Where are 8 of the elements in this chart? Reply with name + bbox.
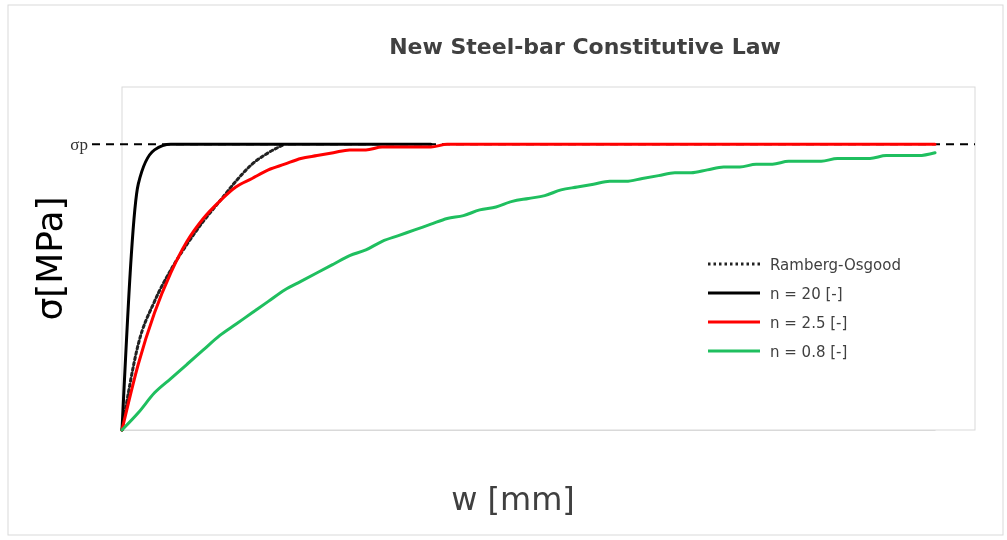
- legend-label: n = 20 [-]: [770, 285, 843, 303]
- legend-label: n = 2.5 [-]: [770, 314, 848, 332]
- legend-label: Ramberg-Osgood: [770, 256, 901, 274]
- ref-line-label: σp: [70, 135, 88, 155]
- chart-title: New Steel-bar Constitutive Law: [389, 34, 781, 59]
- y-axis-title: σ[MPa]: [29, 196, 70, 321]
- x-axis-title: w [mm]: [451, 480, 575, 518]
- legend-label: n = 0.8 [-]: [770, 343, 848, 361]
